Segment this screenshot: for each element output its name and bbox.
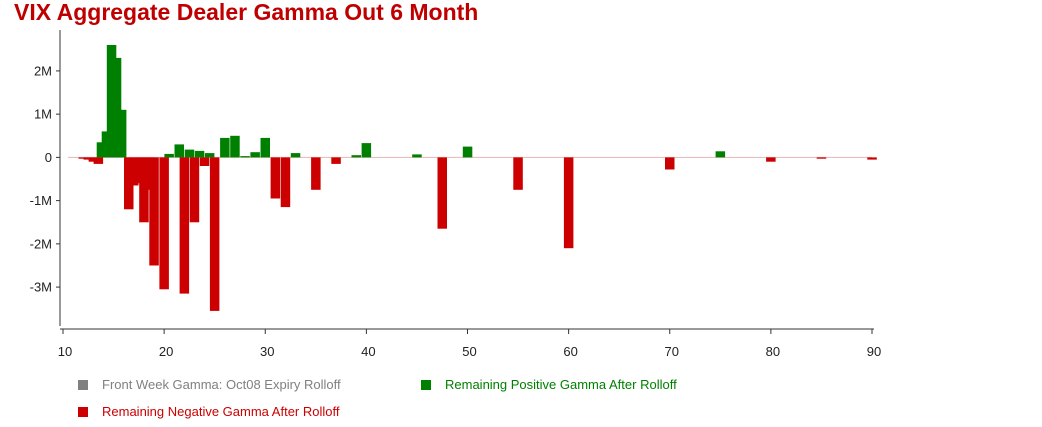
bar-series-2-point-8[interactable]	[144, 157, 154, 190]
x-tick-label-3: 40	[361, 344, 375, 359]
bar-series-1-point-9[interactable]	[204, 153, 215, 158]
bar-series-2-point-4[interactable]	[124, 157, 134, 210]
x-tick-label-2: 30	[260, 344, 274, 359]
bar-series-1-point-17[interactable]	[361, 143, 372, 158]
x-tick-label-6: 70	[665, 344, 679, 359]
bar-series-2-point-12[interactable]	[189, 157, 200, 223]
legend-swatch-positive	[421, 379, 431, 390]
bar-series-1-point-10[interactable]	[220, 137, 230, 158]
bar-series-1-point-4[interactable]	[116, 109, 127, 158]
bar-series-2-point-16[interactable]	[280, 157, 291, 208]
bar-series-1-point-14[interactable]	[260, 137, 271, 158]
x-tick-label-7: 80	[766, 344, 780, 359]
bar-series-1-point-6[interactable]	[174, 144, 185, 158]
bar-series-1-point-15[interactable]	[290, 153, 301, 158]
x-tick-label-0: 10	[58, 344, 72, 359]
bar-series-1-point-18[interactable]	[412, 154, 422, 158]
bar-series-2-point-21[interactable]	[563, 157, 574, 249]
y-tick-label-4: -2M	[30, 236, 52, 251]
x-tick-label-4: 50	[462, 344, 476, 359]
bar-series-2-point-5[interactable]	[129, 157, 139, 186]
bar-series-2-point-13[interactable]	[199, 157, 210, 166]
bar-series-1-point-12[interactable]	[240, 156, 250, 158]
x-tick-label-5: 60	[563, 344, 577, 359]
bar-series-2-point-6[interactable]	[134, 157, 144, 184]
bar-series-1-point-20[interactable]	[715, 151, 726, 158]
bar-series-2-point-14[interactable]	[209, 157, 220, 311]
legend-swatch-front-week	[78, 379, 88, 390]
bar-series-1-point-5[interactable]	[164, 153, 174, 158]
bar-series-1-point-11[interactable]	[230, 135, 240, 158]
bar-series-1-point-7[interactable]	[184, 149, 195, 158]
bar-series-2-point-9[interactable]	[149, 157, 159, 266]
x-tick-label-1: 20	[159, 344, 173, 359]
bar-series-1-point-1[interactable]	[101, 131, 112, 158]
y-tick-label-5: -3M	[30, 280, 52, 295]
bar-series-2-point-15[interactable]	[270, 157, 281, 199]
bar-series-2-point-24[interactable]	[816, 157, 827, 159]
bar-series-2-point-22[interactable]	[665, 157, 675, 170]
bar-series-1-point-2[interactable]	[106, 45, 117, 158]
bar-series-1-point-3[interactable]	[111, 57, 122, 158]
bar-series-1-point-8[interactable]	[194, 150, 205, 158]
legend-front-week[interactable]: Front Week Gamma: Oct08 Expiry Rolloff	[78, 377, 341, 392]
y-tick-label-3: -1M	[30, 193, 52, 208]
chart-title: VIX Aggregate Dealer Gamma Out 6 Month	[14, 0, 479, 25]
bar-series-2-point-23[interactable]	[766, 157, 776, 162]
bars-layer	[68, 45, 877, 311]
y-tick-label-1: 1M	[34, 107, 52, 122]
bar-series-2-point-11[interactable]	[179, 157, 190, 294]
bar-series-2-point-1[interactable]	[83, 157, 94, 160]
bar-series-2-point-2[interactable]	[88, 157, 99, 162]
x-tick-label-8: 90	[867, 344, 881, 359]
bar-series-2-point-17[interactable]	[311, 157, 321, 190]
y-tick-label-0: 2M	[34, 63, 52, 78]
bar-series-1-point-13[interactable]	[250, 152, 260, 158]
bar-series-2-point-10[interactable]	[159, 157, 169, 290]
legend-label-negative: Remaining Negative Gamma After Rolloff	[102, 404, 340, 419]
legend-positive[interactable]: Remaining Positive Gamma After Rolloff	[421, 377, 677, 392]
legend-negative[interactable]: Remaining Negative Gamma After Rolloff	[78, 404, 339, 419]
legend-swatch-negative	[78, 406, 88, 417]
bar-series-2-point-0[interactable]	[78, 157, 89, 159]
bar-series-2-point-19[interactable]	[437, 157, 448, 229]
y-tick-label-2: 0	[45, 150, 52, 165]
bar-series-2-point-7[interactable]	[139, 157, 149, 223]
bar-series-1-point-0[interactable]	[96, 142, 107, 158]
axes-layer: 2M 1M 0 -1M -2M -3M 10 20 30 40 50 60 70 80 90	[30, 30, 881, 359]
legend-label-front-week: Front Week Gamma: Oct08 Expiry Rolloff	[102, 377, 341, 392]
legend-label-positive: Remaining Positive Gamma After Rolloff	[445, 377, 677, 392]
bar-series-2-point-18[interactable]	[331, 157, 341, 164]
bar-series-2-point-3[interactable]	[93, 157, 104, 164]
bar-series-1-point-19[interactable]	[462, 146, 473, 158]
bar-series-2-point-25[interactable]	[867, 157, 877, 160]
bar-series-1-point-16[interactable]	[351, 155, 362, 158]
bar-series-2-point-20[interactable]	[513, 157, 523, 190]
